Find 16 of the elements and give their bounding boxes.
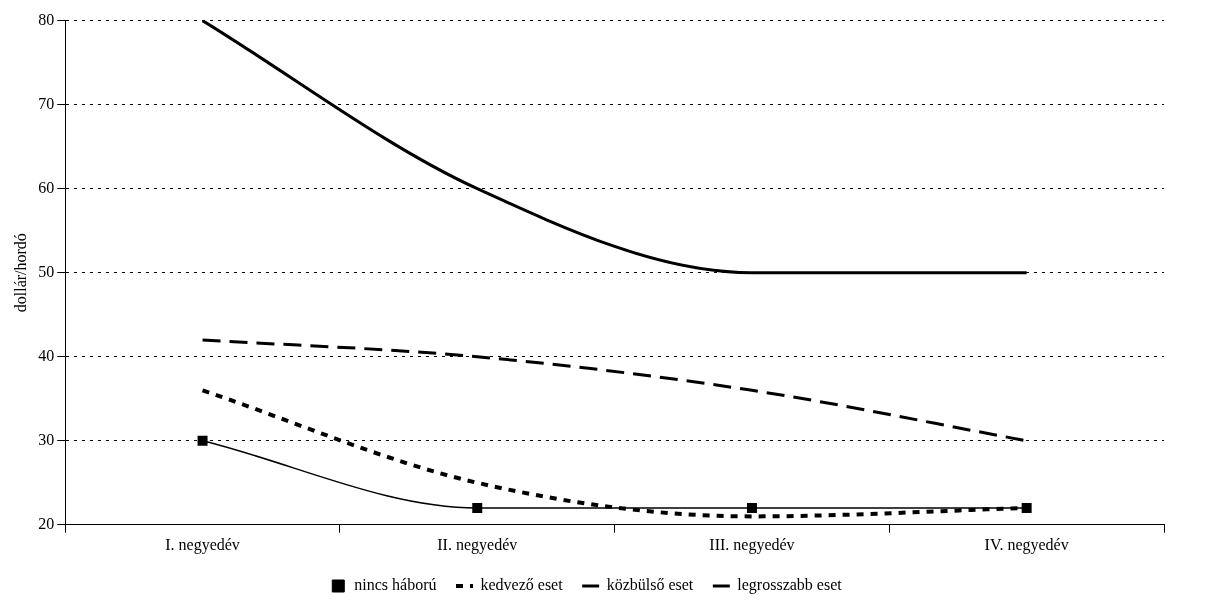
legend-label: nincs háború [354, 576, 437, 594]
x-tick-label: I. negyedév [165, 535, 240, 554]
y-tick-label: 70 [38, 94, 55, 112]
x-tick-label: IV. negyedév [984, 535, 1069, 554]
y-tick-label: 30 [38, 430, 55, 448]
legend-label: kedvező eset [480, 576, 564, 594]
legend-label: közbülső eset [606, 576, 694, 594]
y-axis-title: dollár/hordó [11, 233, 29, 313]
y-tick-label: 20 [38, 515, 55, 532]
y-tick-label: 60 [38, 178, 55, 196]
y-tick-label: 50 [38, 262, 55, 280]
y-tick-label: 40 [38, 346, 55, 364]
y-tick-label: 80 [38, 10, 55, 28]
x-tick-label: II. negyedév [437, 535, 518, 554]
x-tick-label: III. negyedév [709, 535, 795, 554]
legend-label: legrosszabb eset [737, 576, 843, 595]
